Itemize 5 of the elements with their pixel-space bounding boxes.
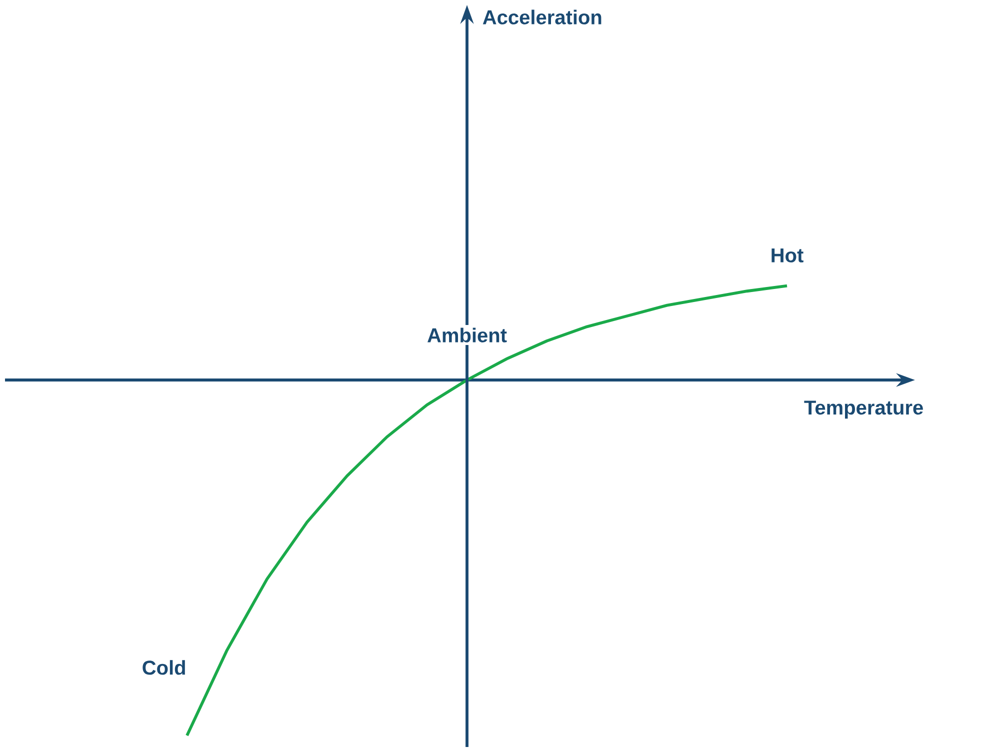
x-axis-title: Temperature bbox=[804, 400, 923, 419]
text: Acceleration bbox=[482, 10, 602, 24]
annotation: Cold bbox=[142, 660, 185, 675]
text: Hot bbox=[772, 248, 804, 262]
annotation: Ambient bbox=[428, 328, 507, 342]
